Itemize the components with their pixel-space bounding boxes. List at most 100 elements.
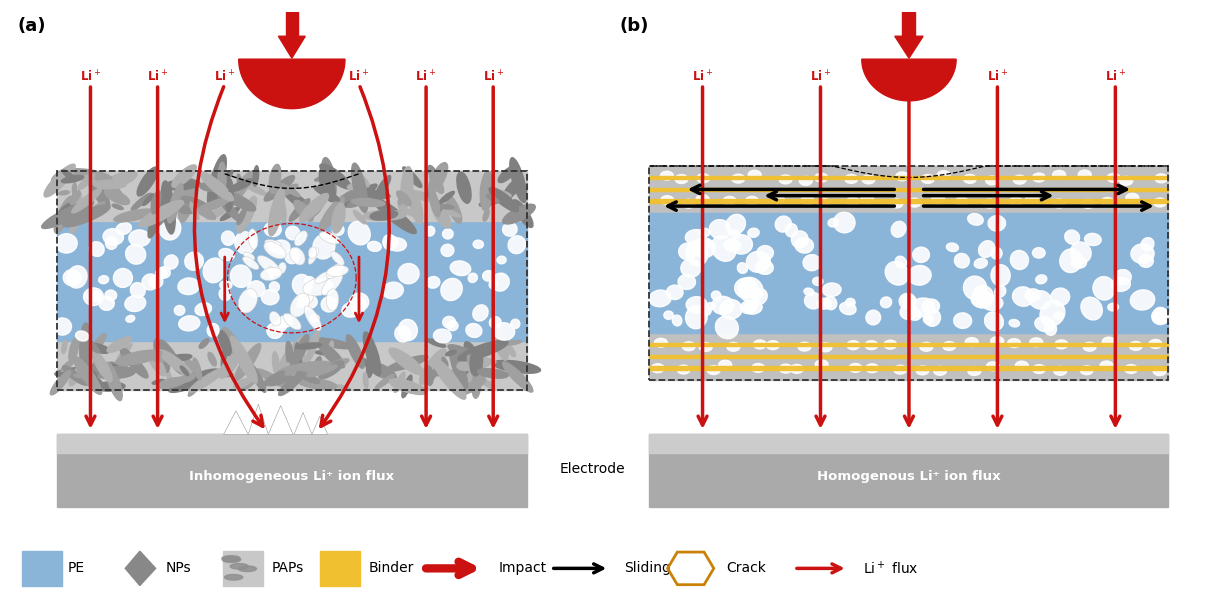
Ellipse shape xyxy=(1070,242,1091,263)
Ellipse shape xyxy=(188,379,203,396)
Ellipse shape xyxy=(348,183,364,190)
Ellipse shape xyxy=(473,305,488,321)
Ellipse shape xyxy=(264,222,281,237)
Bar xyxy=(320,551,360,585)
Ellipse shape xyxy=(450,348,467,389)
Polygon shape xyxy=(278,36,305,58)
Bar xyxy=(649,434,1169,452)
Ellipse shape xyxy=(229,179,253,192)
Ellipse shape xyxy=(208,352,216,366)
Ellipse shape xyxy=(78,173,95,189)
Ellipse shape xyxy=(443,316,456,328)
Ellipse shape xyxy=(336,186,367,204)
Ellipse shape xyxy=(1009,319,1019,327)
Ellipse shape xyxy=(131,193,151,210)
Ellipse shape xyxy=(79,367,105,390)
Ellipse shape xyxy=(207,324,219,337)
Ellipse shape xyxy=(822,283,841,297)
Text: Li$^+$: Li$^+$ xyxy=(214,69,236,84)
Text: PAPs: PAPs xyxy=(271,562,304,576)
Ellipse shape xyxy=(159,267,170,278)
Ellipse shape xyxy=(755,260,773,275)
Ellipse shape xyxy=(730,235,753,254)
Ellipse shape xyxy=(1060,249,1082,273)
Ellipse shape xyxy=(309,247,316,259)
Ellipse shape xyxy=(354,188,387,199)
Ellipse shape xyxy=(679,275,696,289)
Ellipse shape xyxy=(224,192,255,211)
Ellipse shape xyxy=(151,191,161,214)
Ellipse shape xyxy=(306,203,322,219)
Ellipse shape xyxy=(269,188,285,236)
Polygon shape xyxy=(224,411,248,434)
Ellipse shape xyxy=(364,210,406,221)
Ellipse shape xyxy=(458,340,508,361)
Ellipse shape xyxy=(291,293,309,317)
Ellipse shape xyxy=(152,379,164,384)
Ellipse shape xyxy=(263,371,285,386)
Ellipse shape xyxy=(112,204,123,210)
Ellipse shape xyxy=(167,202,175,221)
Ellipse shape xyxy=(213,371,233,376)
Ellipse shape xyxy=(450,261,471,276)
Ellipse shape xyxy=(489,188,518,211)
Ellipse shape xyxy=(193,358,202,380)
Ellipse shape xyxy=(1030,338,1043,347)
Ellipse shape xyxy=(1045,322,1057,335)
Bar xyxy=(57,434,527,508)
Ellipse shape xyxy=(497,191,511,197)
Bar xyxy=(649,199,1169,203)
Ellipse shape xyxy=(320,197,344,231)
Ellipse shape xyxy=(171,165,197,188)
Ellipse shape xyxy=(1153,312,1165,322)
Ellipse shape xyxy=(388,237,398,247)
Ellipse shape xyxy=(150,275,163,288)
Ellipse shape xyxy=(1054,367,1066,375)
Ellipse shape xyxy=(55,196,73,233)
Ellipse shape xyxy=(116,223,131,235)
Ellipse shape xyxy=(399,319,417,341)
Ellipse shape xyxy=(1152,308,1169,324)
Ellipse shape xyxy=(441,278,462,300)
Ellipse shape xyxy=(154,357,165,362)
Bar xyxy=(649,166,1169,213)
Ellipse shape xyxy=(332,203,345,233)
Ellipse shape xyxy=(989,216,1006,231)
Text: Crack: Crack xyxy=(726,562,766,576)
Ellipse shape xyxy=(91,333,106,352)
Ellipse shape xyxy=(817,299,832,309)
Ellipse shape xyxy=(1131,244,1154,264)
Ellipse shape xyxy=(399,206,416,216)
Ellipse shape xyxy=(126,315,135,322)
Ellipse shape xyxy=(979,241,995,257)
Ellipse shape xyxy=(119,349,129,372)
Ellipse shape xyxy=(365,361,396,379)
Ellipse shape xyxy=(748,170,761,179)
Ellipse shape xyxy=(429,162,447,193)
Ellipse shape xyxy=(995,286,1006,297)
Polygon shape xyxy=(313,416,327,434)
Ellipse shape xyxy=(181,196,209,210)
Ellipse shape xyxy=(441,244,454,256)
Ellipse shape xyxy=(179,316,199,331)
Ellipse shape xyxy=(443,229,454,239)
Ellipse shape xyxy=(258,256,281,275)
Ellipse shape xyxy=(754,340,766,349)
Ellipse shape xyxy=(196,198,230,213)
Ellipse shape xyxy=(955,253,969,268)
Ellipse shape xyxy=(350,297,366,314)
Ellipse shape xyxy=(62,170,75,180)
Ellipse shape xyxy=(686,241,708,266)
Ellipse shape xyxy=(492,328,508,360)
Ellipse shape xyxy=(116,350,162,365)
Ellipse shape xyxy=(178,374,196,383)
Ellipse shape xyxy=(479,192,512,207)
Ellipse shape xyxy=(429,172,444,194)
Ellipse shape xyxy=(924,309,940,326)
Bar xyxy=(649,176,1169,180)
Ellipse shape xyxy=(428,166,438,181)
Text: Li$^+$: Li$^+$ xyxy=(147,69,168,84)
Ellipse shape xyxy=(441,357,447,367)
Text: Li$^+$: Li$^+$ xyxy=(692,69,713,84)
Ellipse shape xyxy=(106,237,117,249)
